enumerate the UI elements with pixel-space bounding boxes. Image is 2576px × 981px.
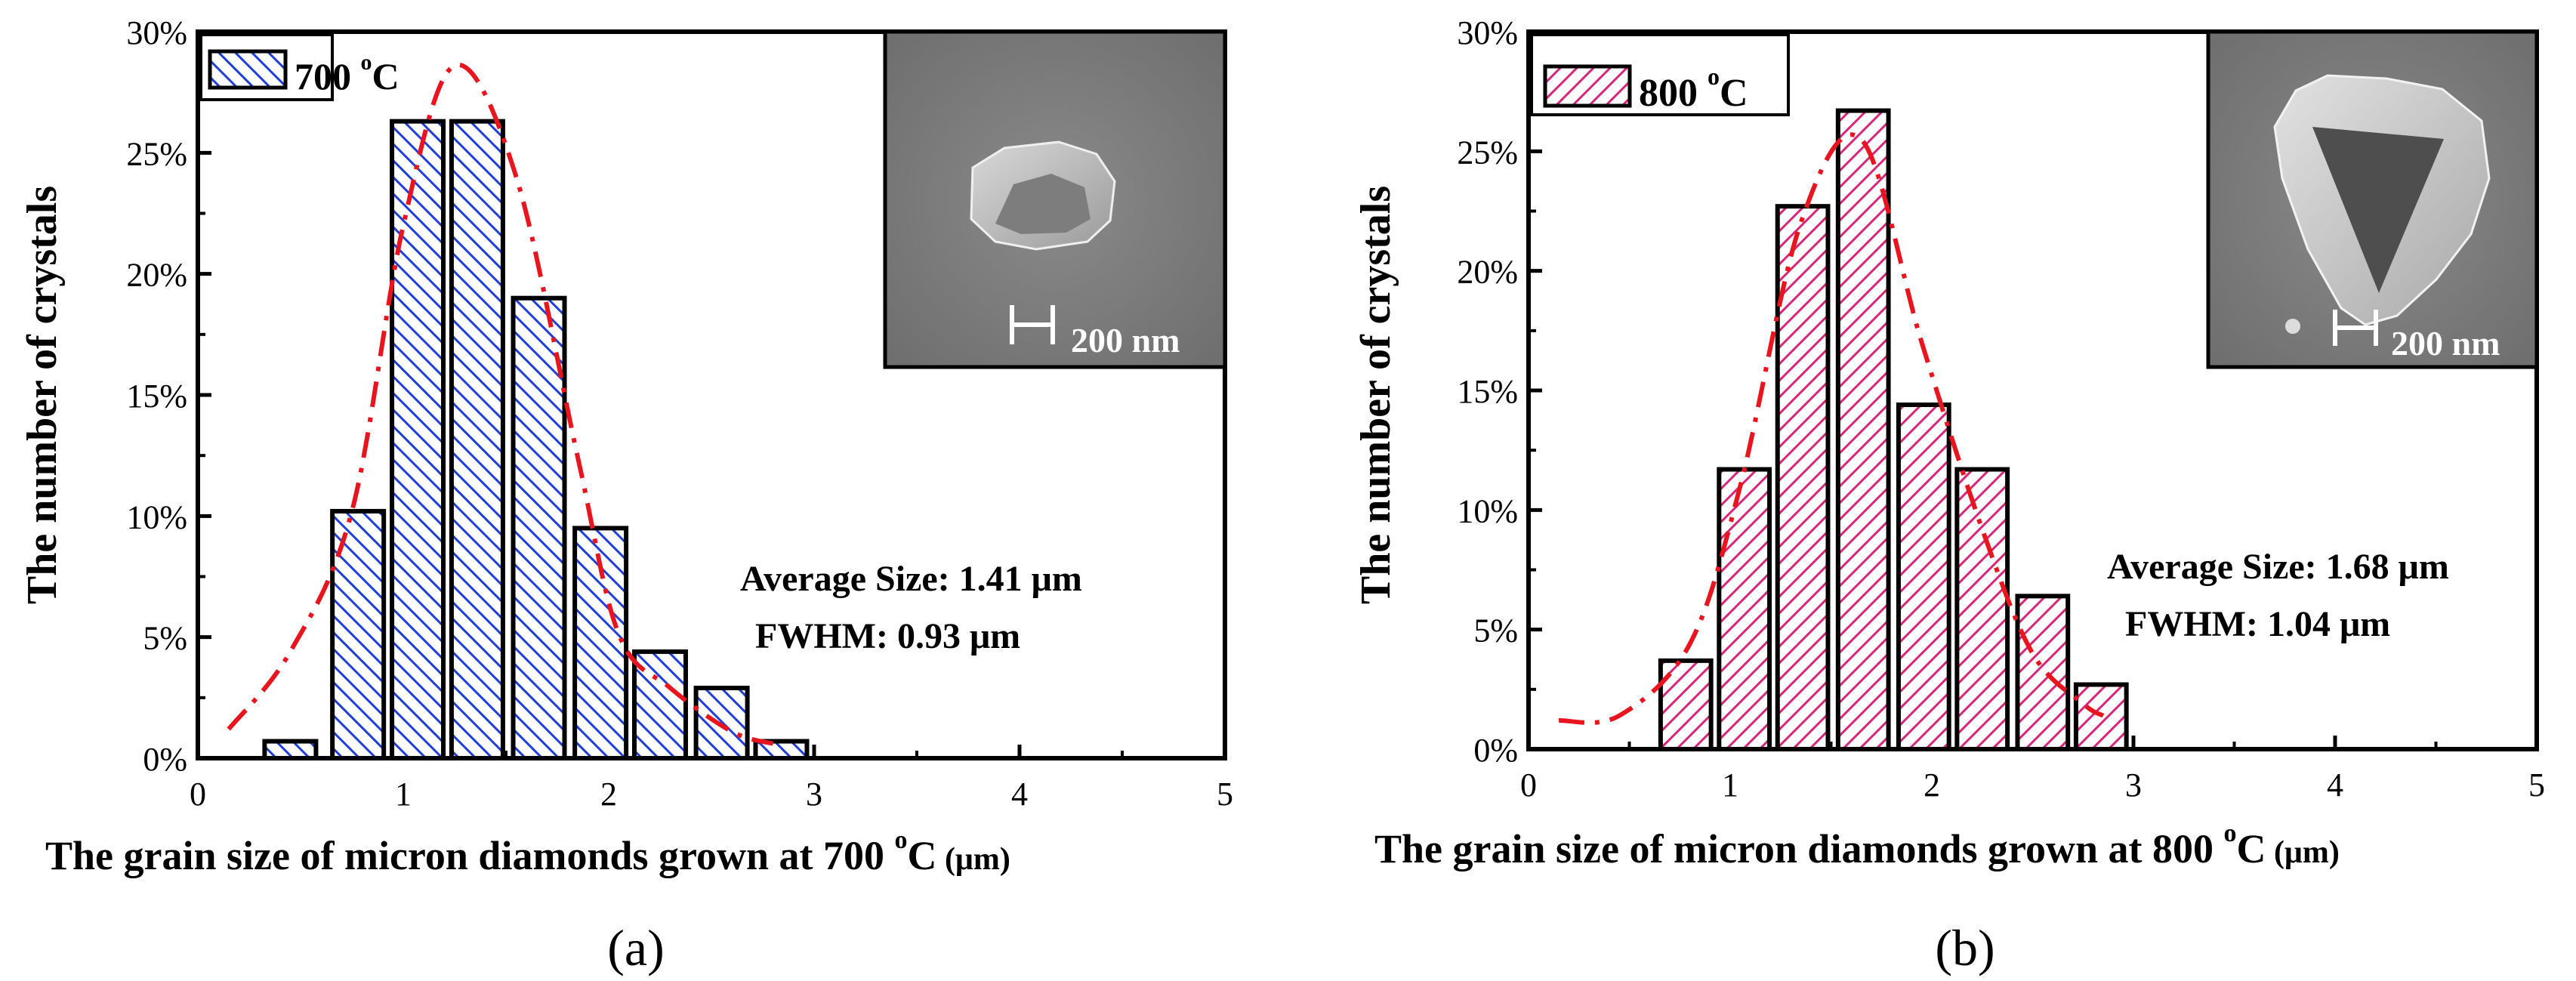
panel-a-fit-curve [227, 62, 774, 746]
panel-b-x-tick-label: 5 [2528, 767, 2545, 804]
panel-b-scale-bar-label: 200 nm [2391, 324, 2500, 362]
panel-a-bar [449, 119, 505, 760]
panel-a-bar [262, 739, 319, 761]
panel-b-x-tick-label: 1 [1722, 767, 1738, 804]
panel-a-legend: 700 oC [199, 33, 400, 101]
panel-b-y-tick-label: 25% [1457, 134, 1518, 171]
panel-b-bar [1954, 467, 2010, 751]
panel-a-x-tick-label: 2 [600, 776, 617, 813]
panel-a-x-tick-label: 4 [1011, 776, 1028, 813]
panel-a-bar [390, 119, 446, 760]
panel-a-bar [511, 295, 567, 760]
panel-b-bar [1896, 403, 1951, 751]
panel-a-x-tick-label: 0 [190, 776, 206, 813]
panel-a-sem-inset: 200 nm [883, 29, 1227, 369]
panel-a-y-tick-label: 25% [126, 135, 187, 172]
panel-a-legend-swatch [208, 49, 288, 90]
panel-a-x-axis: 0 1 2 3 4 5 [190, 745, 1233, 813]
panel-b-y-axis-title: The number of crystals [1353, 186, 1399, 604]
panel-b-bars [1658, 108, 2129, 751]
panel-a-y-axis: 0% 5% 10% 15% 20% 25% 30% [126, 14, 211, 778]
panel-b-x-tick-label: 4 [2327, 767, 2343, 804]
panel-b-y-tick-label: 10% [1457, 492, 1518, 529]
panel-b-x-tick-label: 2 [1924, 767, 1940, 804]
panel-b-sem-inset: 200 nm [2206, 29, 2539, 369]
panel-b-bar [1775, 204, 1831, 751]
panel-b: 0% 5% 10% 15% 20% 25% 30% 0 1 2 3 4 5 800 oC 200 nm… [1353, 14, 2545, 976]
panel-a-y-tick-label: 30% [126, 14, 187, 51]
panel-a-legend-label: 700 oC [295, 50, 400, 97]
panel-a-y-tick-label: 20% [126, 257, 187, 294]
panel-b-y-tick-label: 5% [1473, 612, 1518, 649]
panel-a-fwhm: FWHM: 0.93 μm [755, 616, 1020, 656]
panel-a-y-axis-title: The number of crystals [19, 186, 66, 604]
panel-b-fwhm: FWHM: 1.04 μm [2125, 604, 2390, 644]
panel-b-x-tick-label: 3 [2125, 767, 2142, 804]
panel-b-label: (b) [1935, 919, 1994, 976]
panel-a-y-tick-label: 10% [126, 498, 187, 535]
panel-a-bar [330, 508, 387, 760]
panel-b-fit-curve [1558, 132, 2105, 725]
panel-a-y-tick-label: 5% [143, 620, 187, 657]
panel-b-y-tick-label: 0% [1473, 732, 1518, 769]
panel-b-bar [2015, 594, 2071, 751]
panel-b-y-tick-label: 20% [1457, 254, 1518, 291]
panel-a-scale-bar-label: 200 nm [1071, 321, 1180, 359]
panel-a-x-tick-label: 3 [806, 776, 822, 813]
panel-b-x-tick-label: 0 [1520, 767, 1537, 804]
panel-b-x-axis-title: The grain size of micron diamonds grown … [1374, 819, 2340, 871]
panel-a: 0% 5% 10% 15% 20% 25% 30% 0 1 2 3 4 5 700 oC 200 nm… [19, 14, 1233, 976]
panel-b-legend: 800 oC [1530, 33, 1790, 116]
panel-a-bar [753, 739, 810, 761]
panel-a-x-axis-title: The grain size of micron diamonds grown … [45, 826, 1010, 878]
panel-b-bar [1717, 467, 1772, 751]
panel-a-x-tick-label: 1 [395, 776, 412, 813]
panel-b-average-size: Average Size: 1.68 μm [2107, 547, 2449, 587]
panel-a-y-tick-label: 15% [126, 378, 187, 415]
panel-b-y-axis: 0% 5% 10% 15% 20% 25% 30% [1457, 14, 1542, 769]
panel-b-x-axis: 0 1 2 3 4 5 [1520, 736, 2545, 804]
panel-b-bar [1658, 658, 1714, 751]
panel-b-y-tick-label: 30% [1457, 14, 1518, 51]
panel-b-legend-label: 800 oC [1639, 63, 1748, 115]
panel-b-bar [1835, 108, 1891, 751]
panel-a-x-tick-label: 5 [1217, 776, 1233, 813]
panel-b-y-tick-label: 15% [1457, 373, 1518, 410]
panel-a-average-size: Average Size: 1.41 μm [740, 559, 1082, 599]
panel-a-label: (a) [607, 919, 664, 976]
panel-a-y-tick-label: 0% [143, 741, 187, 778]
panel-b-legend-swatch [1543, 64, 1632, 108]
